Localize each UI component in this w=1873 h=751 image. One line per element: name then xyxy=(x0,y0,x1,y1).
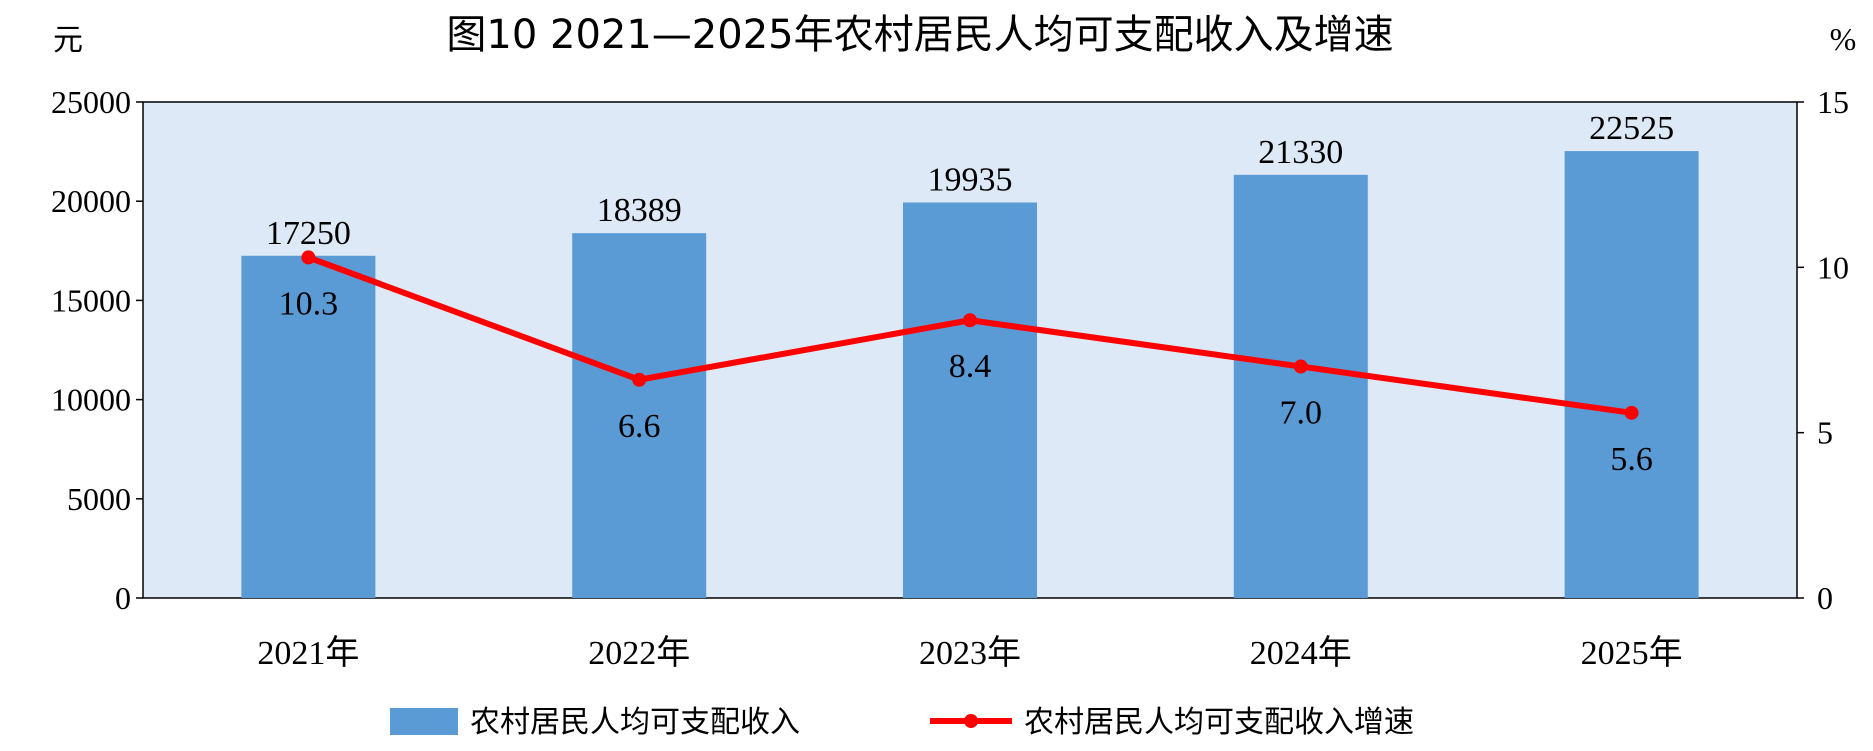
bar xyxy=(1564,151,1699,598)
left-tick-label: 15000 xyxy=(51,282,131,318)
left-tick-label: 10000 xyxy=(51,382,131,418)
line-point xyxy=(632,372,647,387)
line-value-label: 6.6 xyxy=(618,408,661,445)
bar-value-label: 17250 xyxy=(266,215,351,252)
left-axis-unit: 元 xyxy=(53,23,83,58)
x-tick-label: 2021年 xyxy=(257,634,359,672)
bar-series xyxy=(241,151,1699,599)
x-axis: 2021年 2022年 2023年 2024年 2025年 xyxy=(257,634,1682,672)
right-tick-label: 15 xyxy=(1817,84,1849,120)
line-value-label: 5.6 xyxy=(1610,441,1653,478)
x-tick-label: 2024年 xyxy=(1250,634,1352,672)
line-series xyxy=(301,250,1639,420)
bar-value-label: 18389 xyxy=(597,192,682,229)
chart-title: 图10 2021—2025年农村居民人均可支配收入及增速 xyxy=(446,12,1393,58)
left-axis: 0 5000 10000 15000 20000 25000 xyxy=(51,84,143,616)
right-axis-unit: % xyxy=(1830,21,1857,57)
line-label-group: 10.3 6.6 8.4 7.0 5.6 xyxy=(279,285,1653,477)
line-value-label: 8.4 xyxy=(949,348,992,385)
legend-bar-label: 农村居民人均可支配收入 xyxy=(470,705,800,740)
legend: 农村居民人均可支配收入 农村居民人均可支配收入增速 xyxy=(390,705,1414,740)
line-point xyxy=(1293,359,1308,374)
bar xyxy=(241,255,376,598)
left-tick-label: 0 xyxy=(115,580,131,616)
right-tick-label: 0 xyxy=(1817,580,1833,616)
bar-label-group: 17250 18389 19935 21330 22525 xyxy=(266,110,1674,252)
left-tick-label: 5000 xyxy=(67,481,131,517)
left-tick-label: 25000 xyxy=(51,84,131,120)
left-tick-label: 20000 xyxy=(51,183,131,219)
x-tick-label: 2022年 xyxy=(588,634,690,672)
line-point xyxy=(1624,405,1639,420)
line-point xyxy=(301,250,316,265)
line-value-label: 10.3 xyxy=(279,285,339,322)
right-tick-label: 10 xyxy=(1817,249,1849,285)
bar-value-label: 21330 xyxy=(1258,134,1343,171)
right-axis: 0 5 10 15 xyxy=(1797,84,1849,616)
legend-bar-swatch xyxy=(390,708,458,735)
legend-line-label: 农村居民人均可支配收入增速 xyxy=(1024,705,1414,740)
x-tick-label: 2023年 xyxy=(919,634,1021,672)
bar xyxy=(903,202,1037,598)
legend-line-marker xyxy=(964,714,978,728)
bar-value-label: 22525 xyxy=(1589,110,1674,147)
line-point xyxy=(963,313,977,328)
bar xyxy=(1233,174,1368,598)
bar-value-label: 19935 xyxy=(928,161,1013,198)
x-tick-label: 2025年 xyxy=(1581,634,1683,672)
bar xyxy=(572,233,707,599)
right-tick-label: 5 xyxy=(1817,415,1833,451)
line-value-label: 7.0 xyxy=(1280,395,1323,432)
